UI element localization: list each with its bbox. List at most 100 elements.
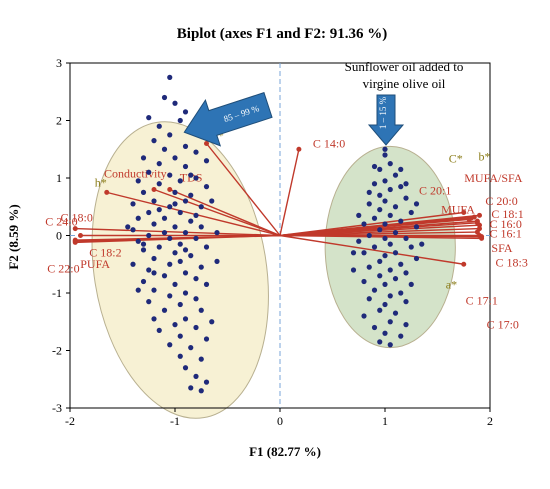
observation-point-group2 — [356, 212, 362, 218]
observation-point-group1 — [193, 149, 199, 155]
variable-endpoint — [468, 215, 474, 221]
observation-point-group2 — [392, 204, 399, 210]
variable-vector — [279, 211, 464, 237]
observation-point-group2 — [398, 184, 404, 190]
observation-point-group2 — [377, 258, 383, 264]
observation-point-group2 — [403, 195, 409, 201]
observation-point-group2 — [408, 244, 414, 250]
observation-point-group1 — [135, 178, 141, 184]
observation-point-group1 — [182, 109, 189, 115]
observation-point-group1 — [151, 287, 157, 293]
observation-point-group1 — [156, 181, 162, 187]
observation-point-group1 — [146, 169, 152, 175]
observation-point-group1 — [198, 224, 204, 230]
observation-point-group1 — [172, 322, 178, 328]
observation-point-group1 — [198, 388, 204, 394]
observation-point-group1 — [161, 94, 168, 101]
variable-label: C 16:1 — [490, 227, 522, 241]
observation-point-group2 — [377, 307, 383, 313]
variable-endpoint — [477, 212, 482, 218]
sunflower-annotation-line1: Sunflower oil added to — [345, 59, 464, 74]
annotation-arrows: 85 – 99 % 1 – 15 % — [183, 92, 405, 147]
variable-label: C 18:3 — [496, 256, 528, 270]
observation-point-group2 — [371, 163, 378, 170]
observation-point-group1 — [177, 117, 183, 124]
observation-point-group1 — [182, 316, 189, 322]
variable-label: b* — [479, 149, 491, 163]
observation-point-group1 — [161, 215, 168, 221]
observation-point-group2 — [361, 278, 367, 285]
observation-point-group2 — [408, 209, 414, 216]
variable-label: C 17:0 — [487, 317, 519, 331]
observation-point-group1 — [135, 238, 141, 244]
x-axis-title: F1 (82.77 %) — [249, 444, 321, 459]
y-tick-label: -2 — [52, 344, 62, 358]
observation-point-group2 — [398, 218, 404, 224]
observation-point-group2 — [392, 276, 399, 282]
observation-point-group1 — [203, 158, 210, 164]
observation-point-group1 — [182, 270, 189, 276]
observation-point-group1 — [151, 270, 157, 276]
variable-vector — [279, 149, 300, 236]
observation-point-group1 — [182, 247, 189, 253]
observation-point-group2 — [403, 235, 409, 241]
arrow-1-15-label: 1 – 15 % — [378, 96, 388, 129]
variable-label: C 20:0 — [485, 194, 517, 208]
variable-label: MUFA — [441, 202, 475, 216]
observation-point-group1 — [182, 198, 189, 204]
observation-point-group1 — [182, 230, 189, 236]
observation-point-group2 — [382, 281, 388, 287]
observation-point-group2 — [377, 227, 383, 233]
observation-point-group1 — [172, 155, 178, 161]
observation-point-group1 — [177, 209, 183, 216]
variable-label: C 22:0 — [47, 261, 79, 275]
variable-endpoint — [78, 233, 83, 238]
observation-point-group1 — [188, 172, 194, 178]
observation-point-group1 — [156, 244, 162, 250]
variable-endpoint — [461, 261, 467, 267]
variable-endpoint — [167, 187, 173, 192]
observation-point-group1 — [161, 307, 168, 313]
observation-point-group2 — [403, 181, 409, 187]
observation-point-group1 — [177, 333, 183, 339]
observation-point-group2 — [361, 250, 367, 256]
observation-point-group2 — [366, 232, 372, 239]
y-tick-label: -3 — [52, 401, 62, 415]
observation-point-group1 — [182, 290, 189, 296]
observation-point-group1 — [146, 115, 152, 121]
observation-point-group2 — [392, 250, 399, 256]
observation-point-group1 — [130, 227, 136, 233]
x-tick-label: 2 — [487, 414, 493, 428]
y-tick-label: 2 — [56, 114, 62, 128]
observation-point-group2 — [377, 339, 383, 345]
observation-point-group1 — [198, 307, 204, 313]
observation-point-group1 — [177, 241, 183, 247]
arrow-85-99-shape — [183, 92, 273, 147]
observation-point-group2 — [366, 201, 372, 207]
observation-point-group1 — [167, 342, 173, 348]
x-tick-label: -2 — [65, 414, 75, 428]
observation-point-group2 — [382, 221, 388, 227]
variable-endpoint — [104, 189, 110, 195]
observation-point-group2 — [398, 166, 404, 172]
observation-point-group1 — [167, 261, 173, 267]
variable-endpoint — [461, 210, 467, 215]
observation-point-group1 — [167, 293, 173, 299]
variable-vector — [75, 234, 281, 244]
variable-vector — [279, 234, 482, 240]
observation-point-group1 — [193, 175, 199, 181]
observation-point-group1 — [146, 232, 152, 239]
observation-point-group1 — [177, 301, 183, 308]
observation-point-group2 — [361, 313, 367, 319]
observation-point-group1 — [167, 235, 173, 241]
observation-point-group2 — [366, 189, 372, 195]
observation-point-group1 — [125, 224, 131, 230]
observation-point-group1 — [177, 258, 183, 264]
observation-point-group1 — [151, 138, 157, 144]
variable-vector — [205, 143, 281, 236]
observation-point-group1 — [172, 100, 178, 106]
observation-point-group1 — [140, 247, 147, 253]
variable-vector — [75, 227, 281, 237]
observation-point-group2 — [377, 273, 383, 279]
